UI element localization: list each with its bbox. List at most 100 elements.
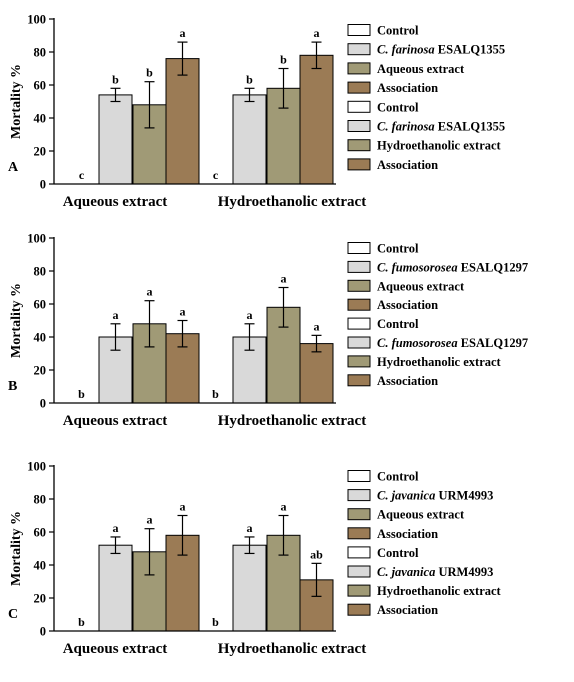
y-tick-label: 20: [34, 145, 47, 159]
x-category-label: Aqueous extract: [63, 641, 168, 657]
significance-letter: a: [180, 305, 186, 319]
legend-entry: Aqueous extract: [377, 279, 465, 293]
significance-letter: a: [281, 500, 287, 514]
legend-swatch: [347, 43, 371, 56]
y-tick-label: 60: [34, 526, 47, 540]
legend-entry: C. farinosa ESALQ1355: [377, 43, 505, 57]
legend-entry: Control: [377, 317, 419, 331]
legend-swatch: [347, 508, 371, 521]
legend-entry: C. fumosorosea ESALQ1297: [377, 260, 528, 274]
significance-letter: a: [314, 26, 320, 40]
significance-letter: a: [247, 521, 253, 535]
bar: [165, 58, 200, 185]
legend-entry: Aqueous extract: [377, 508, 465, 522]
legend-entry: Control: [377, 546, 419, 560]
significance-letter: a: [314, 319, 320, 333]
legend-entry: Association: [377, 603, 438, 617]
legend-swatch: [347, 298, 371, 311]
legend-swatch: [347, 317, 371, 330]
legend-entry: Control: [377, 470, 419, 484]
significance-letter: b: [78, 615, 85, 629]
y-axis-label: Mortality %: [9, 64, 24, 139]
significance-letter: ab: [310, 547, 323, 561]
significance-letter: b: [246, 72, 253, 86]
y-tick-label: 100: [27, 232, 46, 246]
legend-swatch: [347, 546, 371, 559]
significance-letter: a: [147, 513, 153, 527]
chart-panel-c: b b a a a a a ab 0 20 40 60 80 100 Mortality % C Aqueous…: [8, 460, 502, 658]
legend-swatch: [347, 139, 371, 152]
legend-entry: Association: [377, 374, 438, 388]
significance-letter: b: [212, 615, 219, 629]
y-tick-label: 20: [34, 592, 47, 606]
legend-swatch: [347, 584, 371, 597]
y-tick-label: 100: [27, 13, 46, 27]
legend-entry: Hydroethanolic extract: [377, 355, 502, 369]
legend-entry: Control: [377, 242, 419, 256]
y-tick-label: 100: [27, 460, 46, 474]
x-category-label: Hydroethanolic extract: [218, 194, 366, 210]
legend-swatch: [347, 100, 371, 113]
legend-entry: Hydroethanolic extract: [377, 584, 502, 598]
x-category-label: Hydroethanolic extract: [218, 413, 366, 429]
legend-entry: C. fumosorosea ESALQ1297: [377, 336, 528, 350]
y-tick-label: 80: [34, 493, 47, 507]
bar: [232, 94, 267, 185]
legend-swatch: [347, 489, 371, 502]
panel-label: A: [8, 160, 19, 175]
legend-entry: Association: [377, 298, 438, 312]
legend-swatch: [347, 603, 371, 616]
y-tick-label: 60: [34, 298, 47, 312]
significance-letter: b: [78, 387, 85, 401]
chart-panel-b: b b a a a a a a 0 20 40 60 80 100 Mortality % B Aqueous …: [8, 232, 528, 430]
legend-swatch: [347, 565, 371, 578]
legend-entry: Association: [377, 527, 438, 541]
significance-letter: a: [180, 500, 186, 514]
legend-entry: C. javanica URM4993: [377, 565, 493, 579]
legend-swatch: [347, 24, 371, 36]
x-category-label: Aqueous extract: [63, 413, 168, 429]
y-tick-label: 0: [40, 178, 46, 192]
significance-letter: a: [147, 285, 153, 299]
y-tick-label: 40: [34, 112, 47, 126]
panel-label: C: [8, 607, 18, 622]
legend-entry: Control: [377, 24, 419, 38]
bar: [98, 544, 133, 632]
significance-letter: c: [213, 168, 219, 182]
legend-swatch: [347, 260, 371, 273]
chart-panel-a: c c b b b b a a 0 20 40 60 80 100 Mortality % A Aqueous …: [8, 13, 505, 211]
x-category-label: Hydroethanolic extract: [218, 641, 366, 657]
y-tick-label: 80: [34, 46, 47, 60]
significance-letter: a: [247, 308, 253, 322]
significance-letter: b: [280, 53, 287, 67]
significance-letter: c: [79, 168, 85, 182]
significance-letter: a: [113, 521, 119, 535]
y-tick-label: 20: [34, 364, 47, 378]
legend-entry: Association: [377, 81, 438, 95]
y-tick-label: 80: [34, 265, 47, 279]
legend-entry: Aqueous extract: [377, 62, 465, 76]
y-axis-label: Mortality %: [9, 283, 24, 358]
bar: [232, 544, 267, 632]
significance-letter: b: [112, 72, 119, 86]
legend-entry: Association: [377, 158, 438, 172]
y-tick-label: 60: [34, 79, 47, 93]
significance-letter: b: [212, 387, 219, 401]
legend-swatch: [347, 81, 371, 94]
legend-swatch: [347, 120, 371, 132]
significance-letter: b: [146, 66, 153, 80]
legend-entry: C. farinosa ESALQ1355: [377, 120, 505, 134]
legend-swatch: [347, 470, 371, 482]
legend-entry: C. javanica URM4993: [377, 489, 493, 503]
legend-swatch: [347, 158, 371, 171]
legend-swatch: [347, 374, 371, 387]
bar: [98, 94, 133, 185]
bar: [299, 54, 334, 185]
significance-letter: a: [281, 272, 287, 286]
y-axis-label: Mortality %: [9, 511, 24, 586]
significance-letter: a: [113, 308, 119, 322]
panel-label: B: [8, 379, 17, 394]
legend-entry: Control: [377, 100, 419, 114]
y-tick-label: 40: [34, 331, 47, 345]
